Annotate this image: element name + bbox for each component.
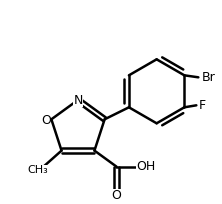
Text: F: F <box>199 99 206 112</box>
Text: OH: OH <box>136 160 155 173</box>
Text: O: O <box>42 114 51 127</box>
Text: CH₃: CH₃ <box>27 165 48 175</box>
Text: O: O <box>111 189 121 202</box>
Text: N: N <box>73 94 83 108</box>
Text: Br: Br <box>202 71 215 84</box>
